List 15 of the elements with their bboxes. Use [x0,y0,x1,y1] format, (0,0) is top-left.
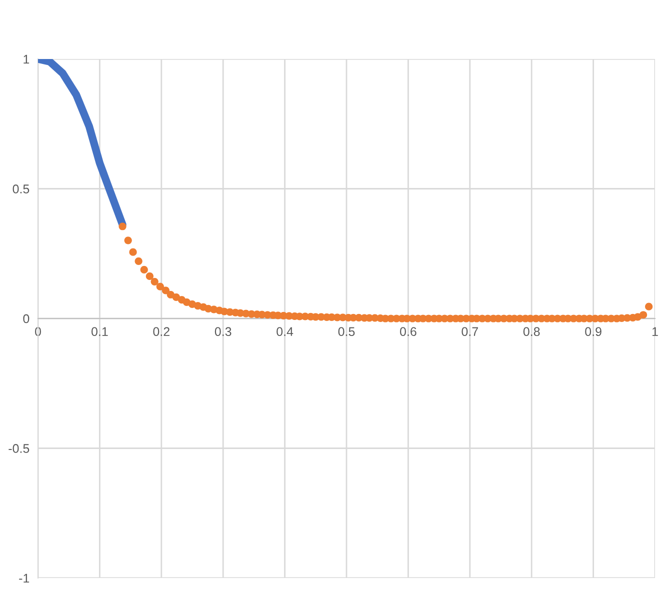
y-tick-label: 0.5 [12,184,30,194]
x-tick-label: 0.9 [585,327,602,336]
x-tick-label: 1 [652,327,658,336]
x-tick-label: 0.8 [523,327,540,336]
y-tick-label: 0 [23,314,30,324]
y-tick-label: -1 [19,574,30,583]
x-tick-label: 0.6 [400,327,416,336]
x-tick-label: 0.4 [276,327,294,336]
x-tick-label: 0.3 [214,327,232,336]
y-tick-label: 1 [24,54,30,64]
x-tick-label: 0.5 [338,327,355,336]
x-tick-label: 0.7 [462,327,478,336]
x-tick-label: 0.2 [153,327,170,336]
x-tick-label: 0.1 [92,327,108,336]
y-tick-label: -0.5 [8,444,30,453]
